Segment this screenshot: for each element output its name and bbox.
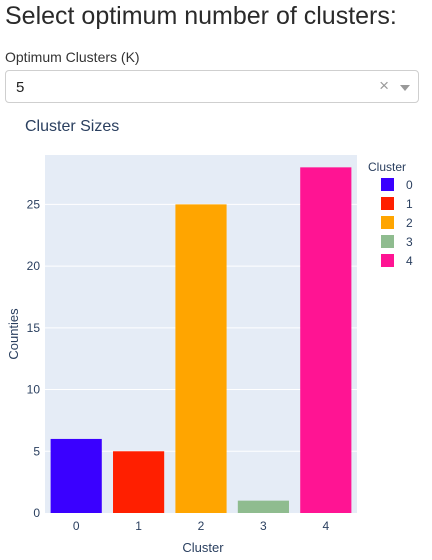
legend-label: 0: [406, 178, 413, 192]
clear-icon[interactable]: ×: [379, 76, 389, 95]
legend-label: 3: [406, 235, 413, 249]
legend-swatch: [381, 178, 394, 191]
bar: [175, 204, 227, 513]
x-tick-label: 4: [322, 519, 329, 533]
bar: [300, 167, 352, 513]
chart-title: Cluster Sizes: [25, 118, 119, 135]
y-tick-label: 20: [27, 259, 41, 273]
clusters-select[interactable]: 5 ×: [5, 70, 419, 103]
bar: [50, 438, 102, 513]
y-axis-ticks: 0 5 10 15 20 25: [27, 197, 41, 520]
x-tick-label: 3: [260, 519, 267, 533]
legend-title: Cluster: [368, 160, 406, 174]
y-tick-label: 0: [33, 506, 40, 520]
bar: [113, 451, 165, 513]
bars: [50, 167, 352, 513]
x-axis-title: Cluster: [182, 540, 224, 555]
x-tick-label: 2: [198, 519, 205, 533]
x-axis-ticks: 0 1 2 3 4: [73, 519, 330, 533]
legend: 0 1 2 3 4: [381, 178, 413, 268]
chevron-down-icon[interactable]: [400, 85, 410, 91]
y-tick-label: 10: [27, 383, 41, 397]
y-tick-label: 25: [27, 197, 41, 211]
legend-label: 1: [406, 197, 413, 211]
clusters-select-value: 5: [16, 79, 25, 96]
legend-swatch: [381, 216, 394, 229]
legend-label: 2: [406, 216, 413, 230]
legend-swatch: [381, 254, 394, 267]
page-heading: Select optimum number of clusters:: [5, 2, 397, 30]
y-axis-title: Counties: [6, 308, 21, 360]
bar: [237, 500, 289, 513]
legend-label: 4: [406, 254, 413, 268]
legend-swatch: [381, 197, 394, 210]
y-tick-label: 15: [27, 321, 41, 335]
legend-swatch: [381, 235, 394, 248]
clusters-select-label: Optimum Clusters (K): [5, 49, 140, 65]
x-tick-label: 1: [135, 519, 142, 533]
x-tick-label: 0: [73, 519, 80, 533]
y-tick-label: 5: [33, 444, 40, 458]
